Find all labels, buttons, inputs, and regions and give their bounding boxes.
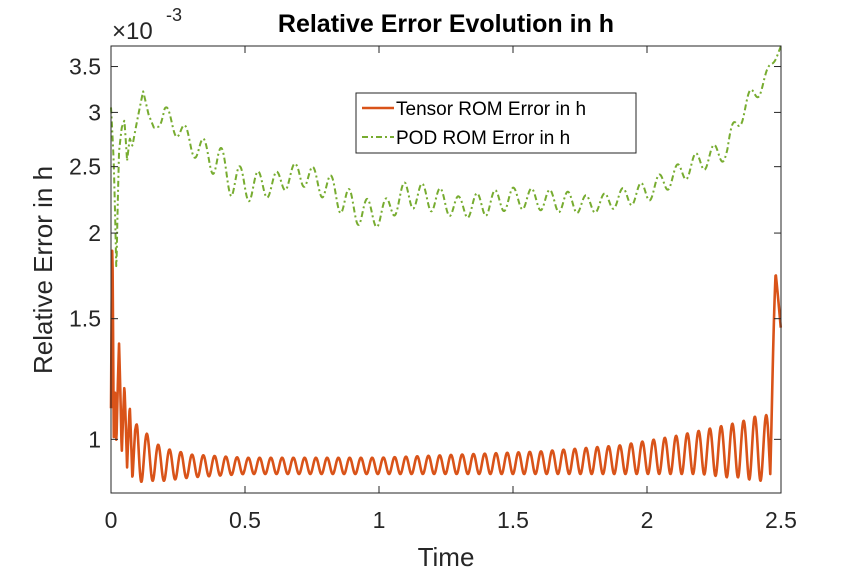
y-axis-label: Relative Error in h — [28, 166, 58, 374]
legend: Tensor ROM Error in h POD ROM Error in h — [355, 92, 637, 154]
x-tick-label-5: 2.5 — [765, 507, 797, 533]
x-tick-label-4: 2 — [641, 507, 654, 533]
x-tick-label-1: 0.5 — [229, 507, 261, 533]
legend-label-tensor: Tensor ROM Error in h — [396, 99, 586, 120]
y-tick-label-4: 3 — [88, 99, 101, 125]
plot-area: 0 0.5 1 1.5 2 2.5 1 1.5 2 2.5 3 3.5 — [69, 45, 797, 533]
legend-box — [355, 92, 637, 154]
legend-label-pod: POD ROM Error in h — [396, 128, 570, 149]
y-tick-label-2: 2 — [88, 220, 101, 246]
axes-box — [110, 45, 782, 494]
x-tick-label-2: 1 — [373, 507, 386, 533]
y-tick-label-0: 1 — [88, 426, 101, 452]
exponent-power: -3 — [166, 5, 182, 25]
series-line-pod — [110, 46, 782, 268]
x-tick-label-0: 0 — [105, 507, 118, 533]
exponent-prefix: ×10 — [112, 18, 153, 45]
y-tick-label-5: 3.5 — [69, 54, 101, 80]
ticks-layer: 0 0.5 1 1.5 2 2.5 1 1.5 2 2.5 3 3.5 — [69, 46, 797, 533]
x-axis-label: Time — [418, 542, 475, 572]
series-layer — [109, 46, 783, 484]
chart-title: Relative Error Evolution in h — [278, 10, 614, 38]
x-tick-label-3: 1.5 — [497, 507, 529, 533]
y-tick-label-1: 1.5 — [69, 306, 101, 332]
exponent-multiplier: ×10 -3 — [112, 5, 182, 45]
series-line-tensor — [109, 249, 783, 484]
y-tick-label-3: 2.5 — [69, 154, 101, 180]
